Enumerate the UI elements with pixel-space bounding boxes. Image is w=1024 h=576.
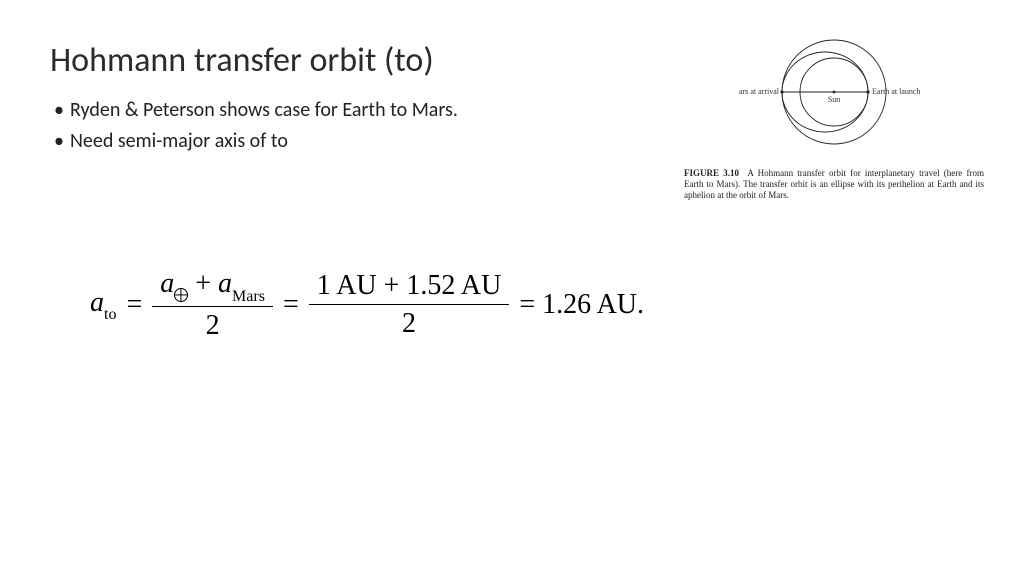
- earth-label: Earth at launch: [872, 87, 920, 96]
- eq-rhs: = 1.26 AU.: [519, 289, 644, 321]
- eq-equals: =: [126, 289, 142, 321]
- sun-label: Sun: [828, 95, 840, 104]
- mars-label: Mars at arrival: [739, 87, 780, 96]
- eq-frac-1: a + aMars 2: [152, 265, 273, 344]
- eq-lhs: ato: [90, 287, 116, 323]
- eq-frac-2: 1 AU + 1.52 AU 2: [309, 267, 510, 343]
- caption-lead: FIGURE 3.10: [684, 168, 739, 178]
- orbit-diagram: Mars at arrival Earth at launch Sun: [739, 30, 929, 160]
- figure-caption: FIGURE 3.10 A Hohmann transfer orbit for…: [684, 168, 984, 200]
- equation: ato = a + aMars 2 = 1 AU + 1.52 AU 2 = 1…: [90, 265, 964, 344]
- sun-dot: [833, 91, 836, 94]
- figure-block: Mars at arrival Earth at launch Sun FIGU…: [684, 30, 984, 200]
- eq-equals: =: [283, 289, 299, 321]
- mars-dot: [780, 90, 783, 93]
- earth-symbol-icon: [174, 288, 188, 302]
- earth-dot: [866, 90, 869, 93]
